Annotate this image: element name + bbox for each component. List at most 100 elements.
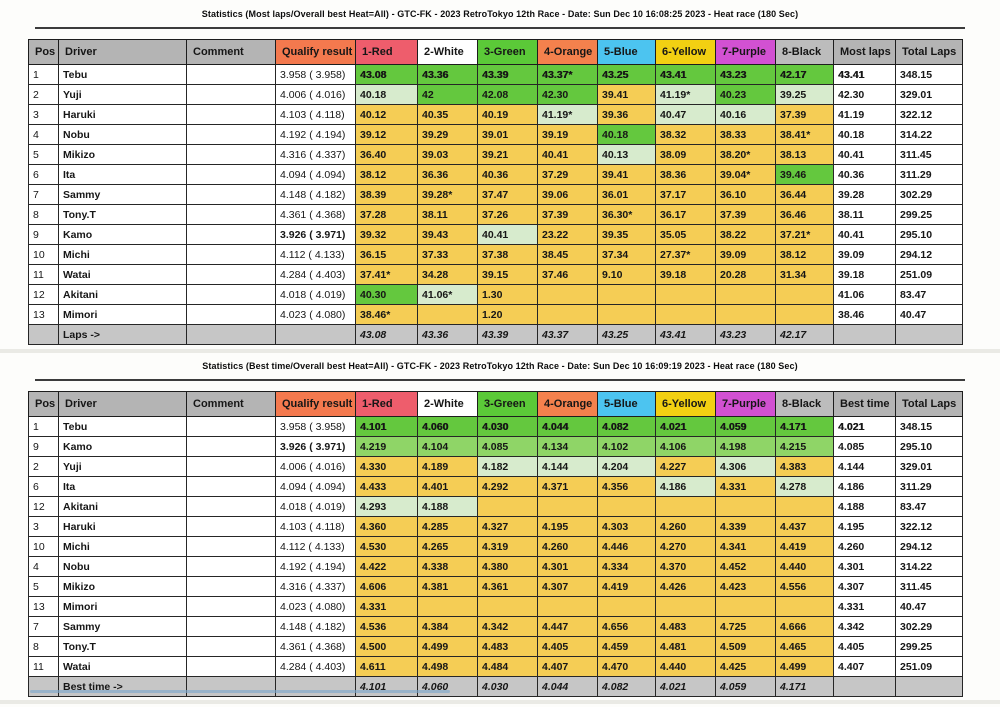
lap-cell: 4.195 (537, 516, 598, 537)
total-cell: 329.01 (895, 84, 963, 105)
lap-cell: 37.34 (597, 244, 656, 265)
driver-row: 3 Haruki 4.103 ( 4.118) 40.12 40.35 40.19 41.1… (28, 104, 963, 125)
driver-row: 5 Mikizo 4.316 ( 4.337) 36.40 39.03 39.21 40.4… (28, 144, 963, 165)
lap-cell: 38.22 (715, 224, 776, 245)
lap-cell: 4.483 (477, 636, 538, 657)
lap-cell: 9.10 (597, 264, 656, 285)
qualify-cell: 4.103 ( 4.118) (275, 104, 356, 125)
driver-row: 9 Kamo 3.926 ( 3.971) 4.219 4.104 4.085 4.134 4… (28, 436, 963, 457)
lap-cell: 37.39 (537, 204, 598, 225)
lap-cell: 4.530 (355, 536, 418, 557)
total-cell: 295.10 (895, 224, 963, 245)
lap-cell: 40.35 (417, 104, 478, 125)
result-cell: 4.188 (833, 496, 896, 517)
lap-cell: 4.338 (417, 556, 478, 577)
result-cell: 39.18 (833, 264, 896, 285)
comment-cell (186, 284, 276, 305)
lap-cell: 4.606 (355, 576, 418, 597)
lap-cell: 39.25 (775, 84, 834, 105)
column-header-6-yellow: 6-Yellow (655, 39, 716, 65)
table-title-best-time: Statistics (Best time/Overall best Heat=… (202, 361, 798, 371)
lap-cell: 34.28 (417, 264, 478, 285)
lap-cell: 4.556 (775, 576, 834, 597)
lap-cell: 43.25 (597, 64, 656, 85)
pos-cell: 5 (28, 576, 59, 597)
driver-row: 12 Akitani 4.018 ( 4.019) 40.30 41.06* 1.30 41… (28, 284, 963, 305)
lap-cell: 4.499 (775, 656, 834, 677)
lap-cell: 41.19* (537, 104, 598, 125)
column-header-8-black: 8-Black (775, 391, 834, 417)
lap-cell: 4.219 (355, 436, 418, 457)
driver-cell: Nobu (58, 556, 187, 577)
driver-cell: Michi (58, 244, 187, 265)
lap-cell: 4.060 (417, 416, 478, 437)
lap-cell: 1.20 (477, 304, 538, 325)
comment-cell (186, 304, 276, 325)
summary-value-cell: 43.39 (477, 324, 538, 345)
title-divider (35, 379, 965, 381)
lap-cell: 4.425 (715, 656, 776, 677)
driver-cell: Mikizo (58, 576, 187, 597)
total-cell: 299.25 (895, 636, 963, 657)
lap-cell: 4.227 (655, 456, 716, 477)
lap-cell: 4.189 (417, 456, 478, 477)
lap-cell: 39.41 (597, 84, 656, 105)
result-cell: 38.11 (833, 204, 896, 225)
column-header-1-red: 1-Red (355, 391, 418, 417)
column-header-5-blue: 5-Blue (597, 39, 656, 65)
comment-cell (186, 124, 276, 145)
lap-cell: 4.106 (655, 436, 716, 457)
lap-cell: 4.334 (597, 556, 656, 577)
lap-cell: 4.509 (715, 636, 776, 657)
lap-cell (477, 596, 538, 617)
lap-cell: 4.419 (775, 536, 834, 557)
lap-cell: 37.39 (715, 204, 776, 225)
lap-cell: 4.481 (655, 636, 716, 657)
lap-cell: 4.446 (597, 536, 656, 557)
column-header-pos: Pos (28, 391, 59, 417)
lap-cell: 4.423 (715, 576, 776, 597)
lap-cell: 40.41 (537, 144, 598, 165)
lap-cell: 4.381 (417, 576, 478, 597)
lap-cell: 4.498 (417, 656, 478, 677)
total-cell: 302.29 (895, 616, 963, 637)
summary-label-cell: Best time -> (58, 676, 187, 697)
lap-cell: 4.265 (417, 536, 478, 557)
summary-value-cell: 4.060 (417, 676, 478, 697)
comment-cell (186, 84, 276, 105)
lap-cell: 40.30 (355, 284, 418, 305)
lap-cell: 4.331 (715, 476, 776, 497)
pos-cell: 1 (28, 64, 59, 85)
column-header-total-laps: Total Laps (895, 391, 963, 417)
total-cell: 295.10 (895, 436, 963, 457)
footer-empty-cell (833, 324, 896, 345)
lap-cell (597, 496, 656, 517)
scan-smudge (0, 349, 1000, 353)
driver-row: 8 Tony.T 4.361 ( 4.368) 4.500 4.499 4.483 4.40… (28, 636, 963, 657)
driver-cell: Haruki (58, 104, 187, 125)
lap-cell: 4.134 (537, 436, 598, 457)
total-cell: 348.15 (895, 64, 963, 85)
lap-cell: 43.23 (715, 64, 776, 85)
title-divider (35, 27, 965, 29)
comment-cell (186, 164, 276, 185)
lap-cell: 37.29 (537, 164, 598, 185)
comment-cell (186, 536, 276, 557)
lap-cell: 38.45 (537, 244, 598, 265)
lap-cell: 4.030 (477, 416, 538, 437)
result-cell: 4.144 (833, 456, 896, 477)
lap-cell: 4.260 (537, 536, 598, 557)
total-cell: 302.29 (895, 184, 963, 205)
lap-cell (537, 304, 598, 325)
driver-cell: Tebu (58, 416, 187, 437)
lap-cell: 4.440 (775, 556, 834, 577)
summary-row: Laps -> 43.08 43.36 43.39 43.37 43.25 43.41 43.… (28, 324, 963, 345)
lap-cell: 36.44 (775, 184, 834, 205)
lap-cell: 37.41* (355, 264, 418, 285)
lap-cell: 39.12 (355, 124, 418, 145)
column-header-total-laps: Total Laps (895, 39, 963, 65)
lap-cell: 39.32 (355, 224, 418, 245)
lap-cell: 37.21* (775, 224, 834, 245)
lap-cell: 40.19 (477, 104, 538, 125)
driver-row: 10 Michi 4.112 ( 4.133) 4.530 4.265 4.319 4.26… (28, 536, 963, 557)
